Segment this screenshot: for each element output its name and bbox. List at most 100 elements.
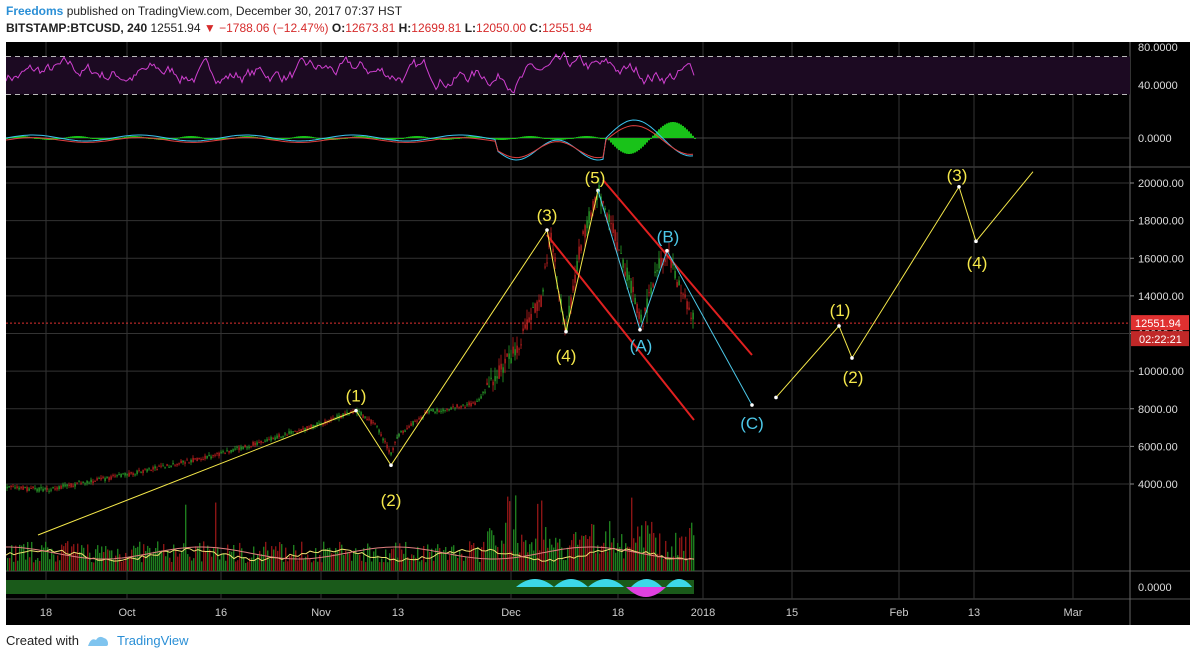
macd-histogram-bar — [204, 138, 206, 139]
volume-bar — [625, 543, 627, 571]
volume-bar — [577, 544, 579, 571]
trend-channel-line — [602, 179, 753, 356]
volume-bar — [277, 550, 279, 571]
macd-histogram-bar — [538, 136, 540, 138]
volume-bar — [573, 533, 575, 571]
low-value: 12050.00 — [476, 21, 527, 35]
volume-bar — [561, 547, 563, 571]
macd-histogram-bar — [424, 136, 426, 138]
macd-histogram-bar — [68, 136, 70, 138]
price-candle-body — [280, 437, 282, 439]
macd-histogram-bar — [120, 137, 122, 139]
macd-histogram-bar — [466, 136, 468, 138]
macd-histogram-bar — [596, 137, 598, 139]
chart-area[interactable]: 18 Oct 16 Nov 13 Dec 18 2018 15 Feb 13 Mar 4000.00 60… — [6, 42, 1190, 625]
volume-bar — [607, 551, 609, 571]
price-candle-body — [432, 408, 434, 412]
volume-bar — [287, 561, 289, 571]
volume-bar — [581, 535, 583, 571]
volume-bar — [187, 554, 189, 571]
volume-bar — [643, 547, 645, 571]
price-candle-body — [240, 446, 242, 450]
price-candle-body — [514, 349, 516, 356]
volume-bar — [109, 550, 111, 571]
volume-bar — [107, 549, 109, 571]
high-label: H: — [398, 21, 412, 35]
macd-histogram-bar — [456, 138, 458, 139]
volume-bar — [369, 546, 371, 571]
volume-bar — [121, 561, 123, 571]
price-candle-body — [90, 479, 92, 483]
chart-svg[interactable]: 18 Oct 16 Nov 13 Dec 18 2018 15 Feb 13 Mar 4000.00 60… — [6, 42, 1190, 625]
price-candle-body — [578, 246, 580, 260]
macd-histogram-bar — [388, 138, 390, 140]
price-candle-body — [412, 421, 414, 426]
macd-histogram-bar — [476, 136, 478, 138]
macd-histogram-bar — [286, 138, 288, 139]
volume-bar — [283, 561, 285, 571]
price-candle-body — [36, 488, 38, 492]
price-candle-body — [476, 400, 478, 402]
volume-bar — [63, 546, 65, 571]
time-axis-tick-label: Dec — [501, 607, 521, 619]
macd-histogram-bar — [308, 136, 310, 138]
volume-bar — [337, 551, 339, 571]
volume-bar — [243, 556, 245, 571]
volume-bar — [591, 524, 593, 571]
volume-bar — [613, 538, 615, 571]
volume-bar — [279, 542, 281, 571]
wave-label: (5) — [585, 169, 606, 188]
price-candle-body — [668, 250, 670, 252]
price-candle-body — [302, 428, 304, 430]
symbol-label[interactable]: BITSTAMP:BTCUSD, 240 — [6, 21, 148, 35]
volume-bar — [179, 553, 181, 571]
macd-histogram-bar — [314, 137, 316, 139]
price-candle-body — [588, 211, 590, 224]
rsi-line — [6, 51, 695, 94]
volume-bar — [493, 535, 495, 571]
tradingview-brand[interactable]: TradingView — [116, 633, 189, 648]
price-candle-body — [144, 469, 146, 471]
price-candle-body — [80, 482, 82, 484]
price-candle-body — [540, 295, 542, 307]
macd-histogram-bar — [656, 131, 658, 138]
macd-histogram-bar — [374, 138, 376, 139]
price-candle-body — [606, 213, 608, 223]
macd-histogram-bar — [436, 138, 438, 140]
macd-histogram-bar — [66, 137, 68, 139]
projection-label: (2) — [843, 368, 864, 387]
macd-histogram-bar — [372, 137, 374, 139]
macd-histogram-bar — [186, 136, 188, 138]
macd-histogram-bar — [20, 136, 22, 138]
low-label: L: — [464, 21, 477, 35]
price-candle-body — [418, 418, 420, 420]
volume-bar — [23, 544, 25, 571]
volume-bar — [313, 560, 315, 571]
volume-bar — [321, 562, 323, 571]
volume-bar — [611, 542, 613, 571]
price-candle-body — [118, 474, 120, 476]
price-candle-body — [114, 475, 116, 477]
price-candle-body — [396, 437, 398, 439]
time-axis-tick-label: Oct — [118, 607, 135, 619]
time-axis-tick-label: 16 — [215, 607, 227, 619]
volume-bar — [205, 551, 207, 571]
macd-histogram-bar — [422, 136, 424, 138]
volume-bar — [621, 534, 623, 571]
macd-histogram-bar — [590, 136, 592, 138]
macd-histogram-bar — [364, 136, 366, 138]
price-candle-body — [602, 200, 604, 204]
macd-histogram-bar — [344, 138, 346, 139]
volume-bar — [513, 529, 515, 571]
macd-histogram-bar — [14, 136, 16, 138]
volume-bar — [253, 546, 255, 571]
macd-histogram-bar — [356, 136, 358, 138]
author-name[interactable]: Freedoms — [6, 4, 64, 18]
macd-histogram-bar — [468, 136, 470, 138]
price-candle-body — [492, 381, 494, 386]
macd-histogram-bar — [564, 138, 566, 140]
macd-histogram-bar — [562, 138, 564, 140]
volume-bar — [401, 549, 403, 571]
volume-bar — [119, 554, 121, 571]
correction-point — [750, 403, 754, 407]
